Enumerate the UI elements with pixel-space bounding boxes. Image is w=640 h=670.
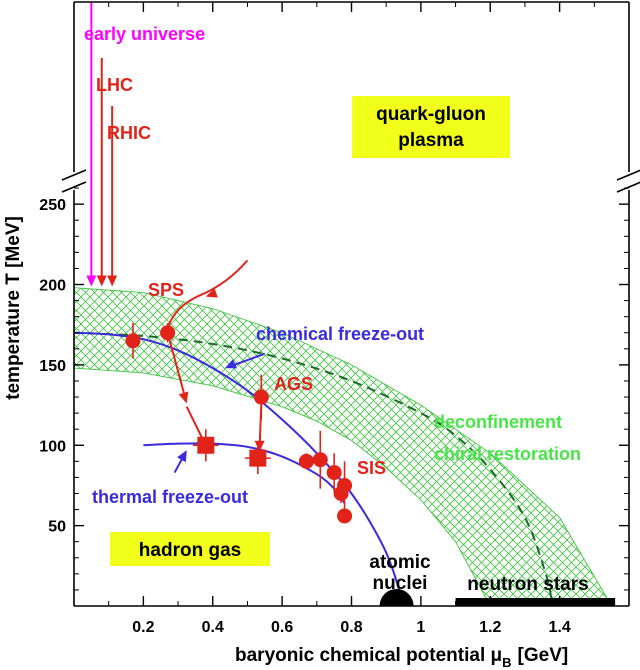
sps-to-thermal-line-1 [168,338,186,398]
thermal-freezeout-pointer-arrowhead [177,450,187,463]
atomic-nuclei-marker [379,589,414,606]
sps-trajectory [166,259,249,329]
x-tick-label-0: 0.2 [132,619,154,636]
x-axis-title-main: baryonic chemical potential μ [235,645,502,666]
chemical-freezeout-point-2 [253,389,269,405]
x-tick-label-3: 0.8 [340,619,362,636]
chemical-freezeout-curve [74,331,405,606]
qgp-label-box [352,96,510,158]
neutron-stars-bar [455,598,616,606]
thermal-freezeout-label: thermal freeze-out [92,487,248,507]
sps-label: SPS [148,280,184,300]
chemical-freezeout-point-1 [160,325,176,341]
chemical-freezeout-pointer-arrowhead [224,359,237,369]
chemical-freezeout-label: chemical freeze-out [256,324,424,344]
y-tick-label-1: 100 [39,438,66,455]
phase-transition-dashed-curve [74,331,554,606]
chemical-freezeout-pointer [229,352,266,368]
crossover-band-layer [74,287,613,606]
crossover-band [74,287,613,606]
y-tick-label-3: 200 [39,278,66,295]
trajectory-layer [86,2,266,474]
ags-label: AGS [274,374,313,394]
hadron-gas-label: hadron gas [139,540,241,561]
atomic-nuclei-label-line1: atomic [369,552,431,573]
chemical-freezeout-point-5 [326,465,342,481]
x-axis-title-subscript: B [502,655,511,670]
x-tick-label-4: 1 [416,619,425,636]
qgp-label-line1: quark-gluon [376,104,486,125]
early-universe-trajectory-arrowhead [86,275,97,287]
chemical-freezeout-point-0 [125,333,141,349]
x-tick-label-2: 0.6 [271,619,293,636]
sps-to-thermal-line-2 [185,406,205,443]
x-tick-label-5: 1.2 [479,619,501,636]
x-tick-label-1: 0.4 [202,619,224,636]
y-tick-label-2: 150 [39,358,66,375]
y-tick-label-4: 250 [39,197,66,214]
y-axis-title: temperature T [MeV] [3,216,24,400]
neutron-stars-label: neutron stars [467,574,588,595]
thermal-freezeout-point-1 [249,449,267,467]
atomic-nuclei-label-line2: nuclei [373,573,428,594]
chemical-freezeout-point-4 [312,452,328,468]
thermal-freezeout-point-0 [197,436,215,454]
x-tick-label-6: 1.4 [549,619,571,636]
early-universe-label: early universe [84,24,205,44]
x-axis-title: baryonic chemical potential μB [GeV] [235,645,568,670]
rhic-label: RHIC [107,123,151,143]
chemical-freezeout-point-7 [337,477,353,493]
lhc-trajectory-arrowhead [96,275,107,287]
tick-layer: 50 100 150 200 250 0.2 0.4 0.6 0.8 1 1.2 1.4 [39,2,629,636]
chemical-freezeout-point-3 [298,453,314,469]
y-tick-label-0: 50 [48,519,66,536]
sis-label: SIS [357,458,386,478]
qgp-label-line2: plasma [398,130,464,151]
axis-break-right [616,169,640,193]
axis-break-left [61,169,87,193]
deconfinement-label: deconfinement [434,412,562,432]
lhc-label: LHC [96,75,133,95]
x-axis-title-unit: [GeV] [518,645,569,666]
chiral-restoration-label: chiral restoration [434,444,581,464]
data-point-layer [125,323,616,606]
chemical-freezeout-point-8 [337,508,353,524]
hadron-gas-label-box [110,532,270,566]
sps-trajectory-arrowhead [205,288,218,298]
rhic-trajectory-arrowhead [107,275,118,287]
sps-to-thermal-arrowhead [178,391,189,404]
